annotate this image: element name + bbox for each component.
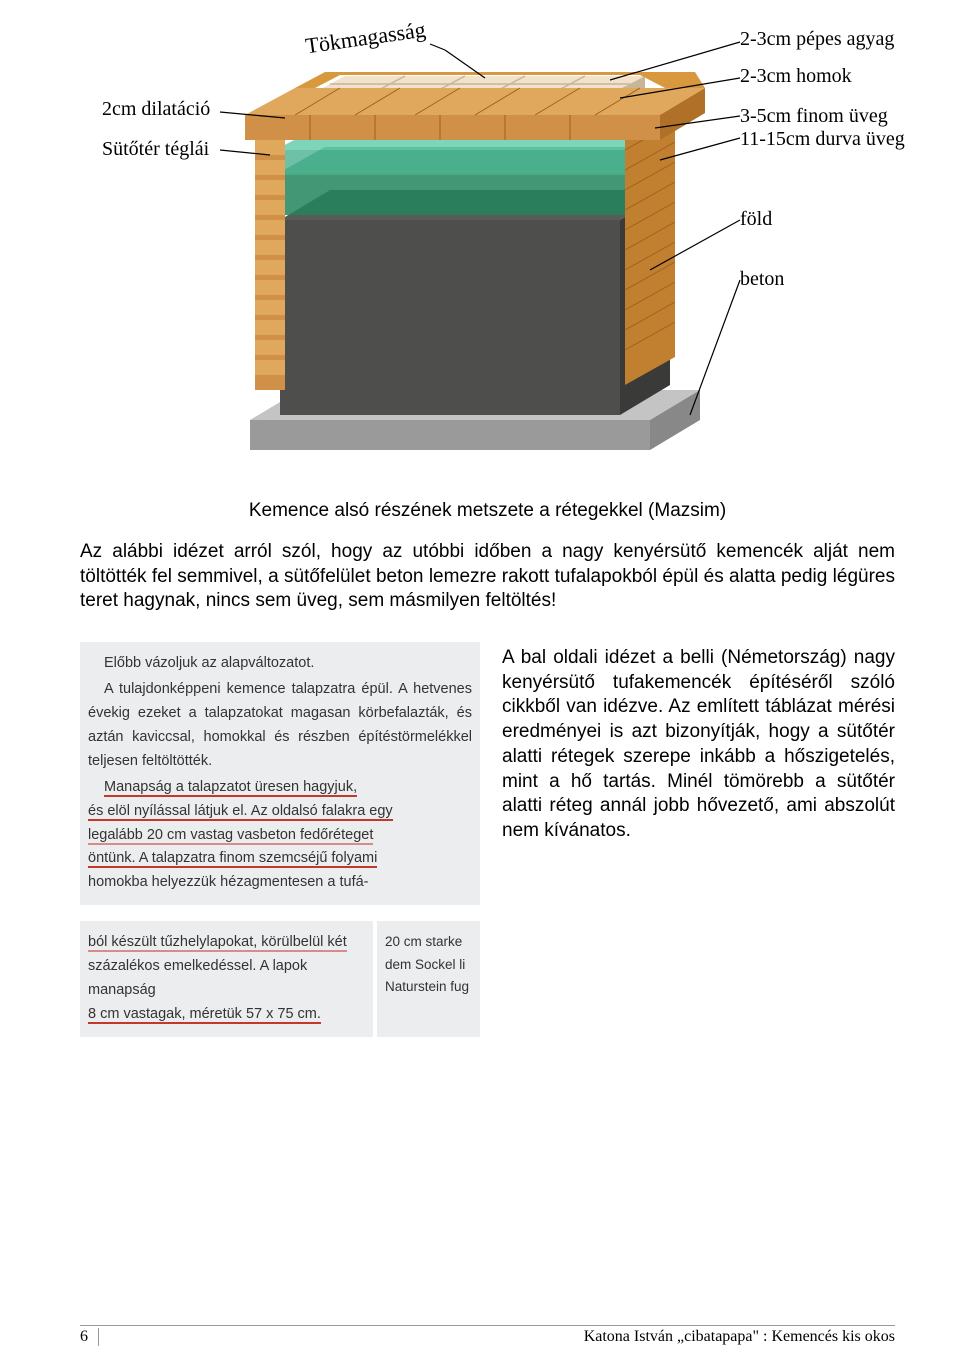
- quote-line: homokba helyezzük hézagmentesen a tufá-: [88, 874, 369, 890]
- quote-bottom-left: ból készült tűzhelylapokat, körülbelül k…: [80, 921, 373, 1037]
- page-number: 6: [80, 1328, 99, 1346]
- label-fold: föld: [740, 208, 772, 231]
- quote-line: és elöl nyílással látjuk el. Az oldalsó …: [88, 803, 393, 821]
- label-sutoter: Sütőtér téglái: [102, 138, 209, 161]
- quote-line: százalékos emelkedéssel. A lapok manapsá…: [88, 955, 365, 1003]
- quote-line: 8 cm vastagak, méretük 57 x 75 cm.: [88, 1006, 321, 1024]
- quote-bottom-right: 20 cm starke dem Sockel li Naturstein fu…: [377, 921, 480, 1037]
- quote-line: Előbb vázoljuk az alapváltozatot.: [88, 652, 472, 676]
- quote-line: öntünk. A talapzatra finom szemcséjű fol…: [88, 850, 377, 868]
- page-footer: 6 Katona István „cibatapapa" : Kemencés …: [80, 1325, 895, 1346]
- paragraph-1: Az alábbi idézet arról szól, hogy az utó…: [80, 540, 895, 614]
- diagram-caption: Kemence alsó részének metszete a rétegek…: [80, 500, 895, 522]
- right-paragraph: A bal oldali idézet a belli (Németország…: [502, 642, 895, 1039]
- quote-images: Előbb vázoljuk az alapváltozatot. A tula…: [80, 642, 480, 1039]
- quote-line: 20 cm starke: [385, 931, 472, 953]
- quote-line: dem Sockel li: [385, 954, 472, 976]
- label-homok: 2-3cm homok: [740, 65, 852, 88]
- label-durvauveg: 11-15cm durva üveg: [740, 128, 905, 151]
- quote-line: Manapság a talapzatot üresen hagyjuk,: [104, 779, 357, 797]
- quote-line: A tulajdonképpeni kemence talapzatra épü…: [88, 678, 472, 774]
- diagram-svg: [80, 20, 900, 490]
- quote-line: Naturstein fug: [385, 976, 472, 998]
- label-beton: beton: [740, 268, 784, 291]
- label-pepes: 2-3cm pépes agyag: [740, 28, 894, 51]
- quote-main: Előbb vázoljuk az alapváltozatot. A tula…: [80, 642, 480, 905]
- footer-credit: Katona István „cibatapapa" : Kemencés ki…: [584, 1328, 895, 1346]
- label-finomuveg: 3-5cm finom üveg: [740, 105, 888, 128]
- quote-line: ból készült tűzhelylapokat, körülbelül k…: [88, 934, 347, 952]
- quote-line: legalább 20 cm vastag vasbeton fedőréteg…: [88, 827, 373, 845]
- layer-diagram: Tökmagasság 2cm dilatáció Sütőtér téglái…: [80, 20, 895, 490]
- label-dilatacio: 2cm dilatáció: [102, 98, 210, 121]
